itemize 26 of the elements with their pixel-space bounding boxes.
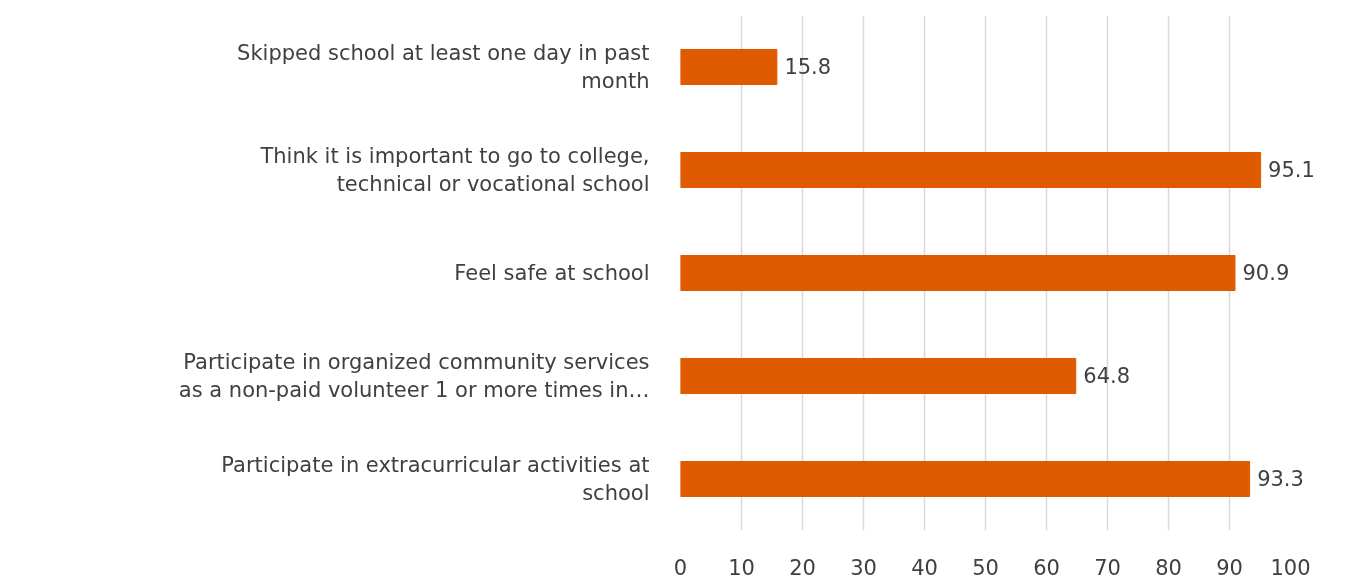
x-tick-label: 10	[728, 555, 755, 580]
bar	[680, 151, 1262, 189]
x-tick-label: 50	[972, 555, 999, 580]
data-label: 15.8	[784, 54, 832, 79]
bar	[680, 357, 1077, 395]
data-label: 93.3	[1257, 466, 1304, 491]
bar	[680, 460, 1251, 498]
data-label: 64.8	[1083, 363, 1131, 388]
y-tick-label: Think it is important to go to college, technical or vocational school	[259, 143, 650, 197]
data-label: 90.9	[1242, 260, 1290, 285]
y-tick-label: Participate in extracurricular activities at school	[221, 452, 650, 506]
x-tick-label: 80	[1155, 555, 1182, 580]
bar	[680, 254, 1236, 292]
bar	[680, 48, 778, 86]
x-tick-label: 40	[911, 555, 938, 580]
data-label: 95.1	[1268, 157, 1315, 182]
y-tick-label: Participate in organized community services as a non-paid volunteer 1 or more times in…	[178, 349, 650, 403]
x-tick-label: 60	[1033, 555, 1060, 580]
x-tick-label: 90	[1216, 555, 1243, 580]
y-tick-label: Feel safe at school	[454, 261, 650, 285]
x-tick-label: 30	[850, 555, 877, 580]
x-tick-label: 20	[789, 555, 816, 580]
x-tick-label: 70	[1094, 555, 1121, 580]
y-tick-label: Skipped school at least one day in past month	[237, 40, 650, 94]
x-tick-label: 0	[673, 555, 688, 580]
x-tick-label: 100	[1270, 555, 1311, 580]
